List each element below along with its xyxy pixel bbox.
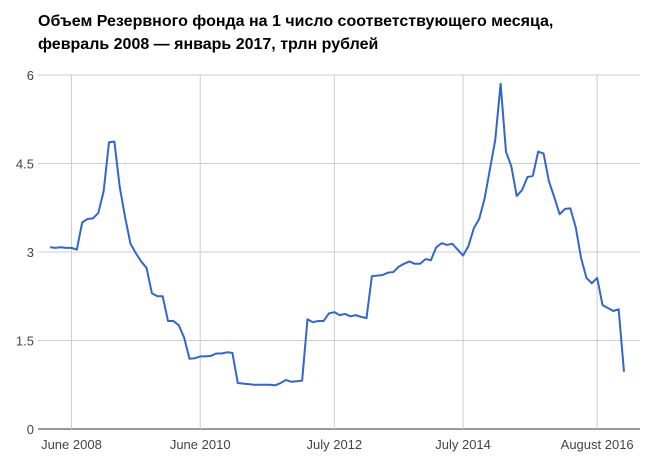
x-tick-label: June 2008 [41,437,102,452]
data-line [49,82,625,387]
y-tick-label: 1.5 [16,334,34,349]
chart-title: февраль 2008 — январь 2017, трлн рублей [38,36,378,53]
x-tick-label: August 2016 [561,437,634,452]
y-tick-label: 3 [27,245,34,260]
y-tick-label: 6 [27,68,34,83]
x-tick-label: July 2012 [306,437,362,452]
chart-title: Объем Резервного фонда на 1 число соотве… [38,13,553,30]
y-tick-label: 0 [27,422,34,437]
x-tick-label: July 2014 [435,437,491,452]
y-tick-label: 4.5 [16,157,34,172]
x-tick-label: June 2010 [170,437,231,452]
